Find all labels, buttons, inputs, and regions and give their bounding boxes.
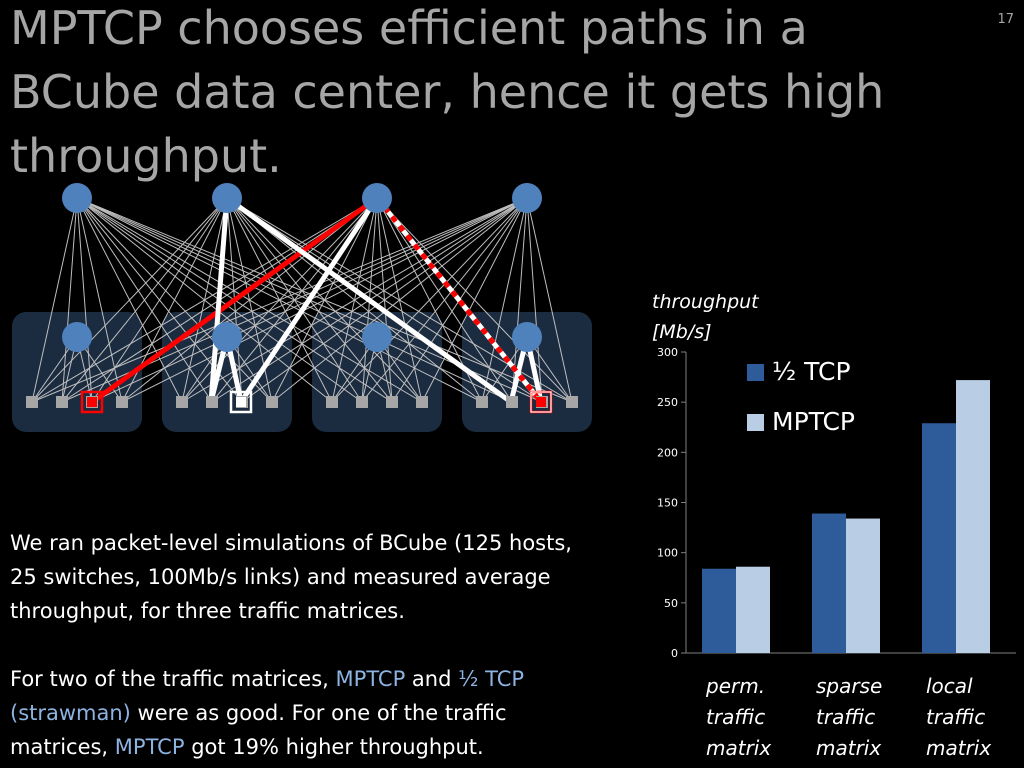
mptcp-highlight: MPTCP <box>114 735 185 759</box>
server-node <box>506 396 518 408</box>
mptcp-highlight: MPTCP <box>335 667 406 691</box>
path-segment <box>375 196 543 404</box>
link <box>31 197 228 403</box>
y-tick-label: 50 <box>664 597 678 610</box>
bar-mptcp <box>846 518 880 653</box>
top-switch-node <box>512 183 542 213</box>
path-segment <box>208 197 230 403</box>
result-text: got 19% higher throughput. <box>184 735 484 759</box>
link <box>31 197 78 403</box>
endpoint-marker <box>530 391 552 413</box>
x-category-label: matrix <box>706 736 771 760</box>
x-category-label: traffic <box>706 705 765 729</box>
bars <box>702 380 990 653</box>
legend-label: ½ TCP <box>772 357 851 386</box>
server-node <box>206 396 218 408</box>
bar-mptcp <box>956 380 990 653</box>
server-group-box <box>12 312 142 432</box>
server-groups <box>12 312 592 432</box>
y-tick-label: 250 <box>657 396 678 409</box>
link <box>121 197 528 403</box>
legend-label: MPTCP <box>772 407 855 436</box>
endpoint-core <box>236 397 246 407</box>
x-category-label: local <box>926 674 973 698</box>
slide-title: MPTCP chooses efficient paths in a BCube… <box>10 1 885 183</box>
throughput-bar-chart: throughput [Mb/s] 0 50 100 150 200 250 300 per… <box>652 291 1016 760</box>
server-node <box>476 396 488 408</box>
endpoint-core <box>536 397 546 407</box>
result-paragraph: For two of the traffic matrices, MPTCP a… <box>10 662 600 764</box>
link <box>361 197 528 403</box>
path-segment <box>225 195 513 405</box>
bar-half-tcp <box>702 568 736 653</box>
legend-swatch <box>747 414 764 431</box>
bcube-network-diagram <box>12 183 592 432</box>
result-text: For two of the traffic matrices, <box>10 667 336 691</box>
result-text: and <box>405 667 459 691</box>
mptcp-paths <box>90 195 544 405</box>
tcp-strawman-highlight: ½ TCP (strawman) <box>10 667 525 725</box>
legend-swatch <box>747 364 764 381</box>
server-node <box>266 396 278 408</box>
slide-number: 17 <box>997 12 1014 27</box>
server-node <box>26 396 38 408</box>
link <box>31 197 378 403</box>
path-segment <box>238 196 380 404</box>
x-axis-labels: perm. traffic matrix sparse traffic matrix loc… <box>705 674 991 760</box>
server-node <box>116 396 128 408</box>
x-category-label: matrix <box>816 736 881 760</box>
server-node <box>356 396 368 408</box>
group-switch-node <box>512 322 542 352</box>
server-node <box>416 396 428 408</box>
link <box>481 197 528 403</box>
endpoint-marker <box>229 390 253 414</box>
top-switch-node <box>62 183 92 213</box>
y-tick-label: 300 <box>657 346 678 359</box>
endpoint-core <box>87 397 97 407</box>
x-category-label: traffic <box>816 705 875 729</box>
y-tick-label: 150 <box>657 497 678 510</box>
y-axis-label-line2: [Mb/s] <box>652 321 712 343</box>
top-switch-node <box>212 183 242 213</box>
link <box>271 197 528 403</box>
bar-half-tcp <box>922 423 956 653</box>
server-node <box>566 396 578 408</box>
group-switch-node <box>362 322 392 352</box>
path-segment <box>90 195 379 405</box>
x-category-label: matrix <box>926 736 991 760</box>
link <box>526 197 573 403</box>
server-node <box>176 396 188 408</box>
server-node <box>326 396 338 408</box>
x-category-label: traffic <box>926 705 985 729</box>
top-switch-node <box>362 183 392 213</box>
group-switch-node <box>62 322 92 352</box>
y-tick-label: 200 <box>657 446 678 459</box>
link <box>421 197 528 403</box>
group-switch-node <box>212 322 242 352</box>
link <box>241 197 528 403</box>
server-node <box>56 396 68 408</box>
link <box>526 197 543 403</box>
description-paragraph: We ran packet-level simulations of BCube… <box>10 531 572 623</box>
endpoint-marker <box>80 390 104 414</box>
link <box>331 197 528 403</box>
bar-mptcp <box>736 566 770 653</box>
y-tick-label: 0 <box>671 647 678 660</box>
link <box>31 197 528 403</box>
bar-half-tcp <box>812 513 846 653</box>
y-axis-label-line1: throughput <box>652 291 760 313</box>
x-category-label: perm. <box>705 674 765 698</box>
legend: ½ TCP MPTCP <box>747 357 855 436</box>
link <box>181 197 528 403</box>
network-nodes <box>26 183 578 414</box>
server-group-box <box>162 312 292 432</box>
server-group-box <box>312 312 442 432</box>
y-tick-label: 100 <box>657 547 678 560</box>
result-text: were as good. For one of the traffic mat… <box>10 701 507 759</box>
server-node <box>386 396 398 408</box>
x-category-label: sparse <box>816 674 882 698</box>
